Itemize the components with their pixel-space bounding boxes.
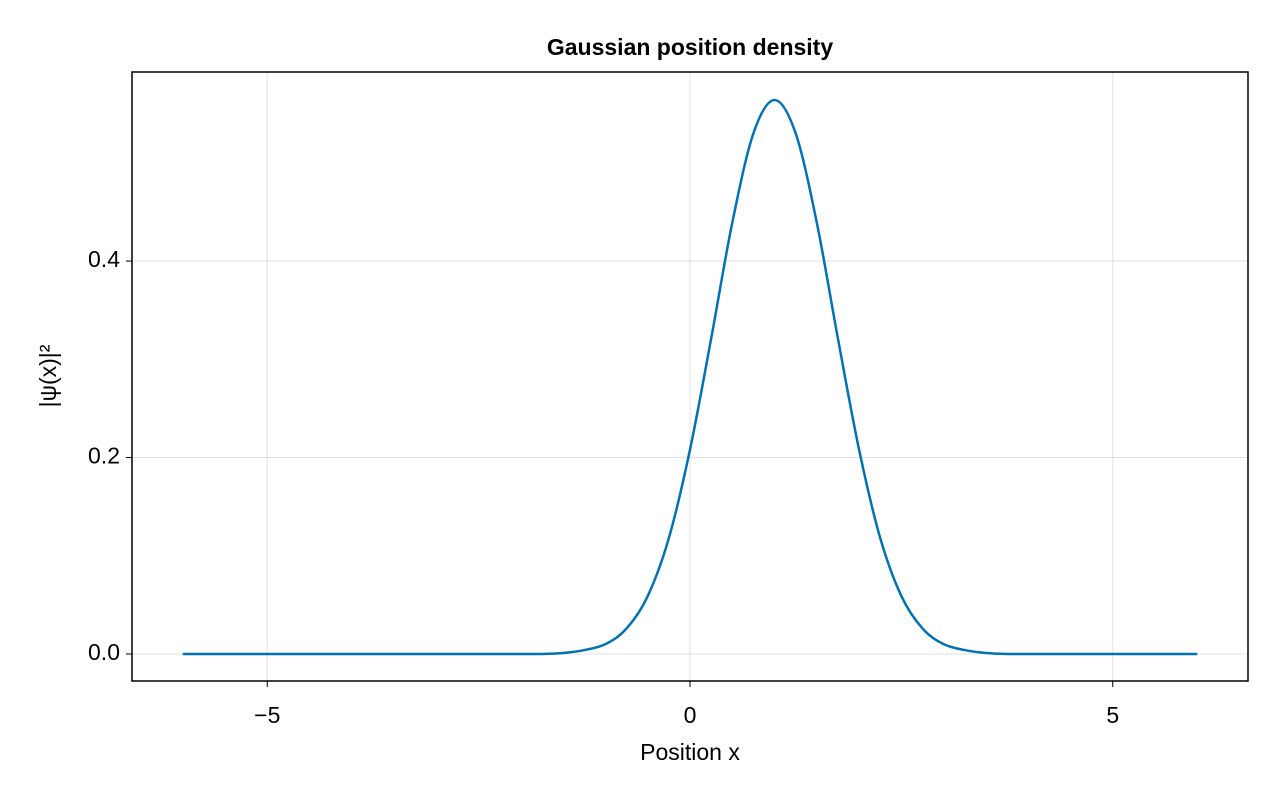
data-line: [182, 98, 1198, 656]
y-axis-label: |ψ(x)|²: [35, 344, 61, 407]
x-axis-label: Position x: [640, 739, 740, 765]
y-tick-label: 0.4: [88, 246, 120, 272]
plot-frame: [131, 71, 1249, 682]
y-tick-label: 0.0: [88, 639, 120, 665]
chart-title: Gaussian position density: [547, 34, 833, 60]
x-tick-label: −5: [254, 702, 280, 728]
y-tick-label: 0.2: [88, 443, 120, 469]
x-tick-label: 0: [684, 702, 697, 728]
x-tick-label: 5: [1106, 702, 1119, 728]
